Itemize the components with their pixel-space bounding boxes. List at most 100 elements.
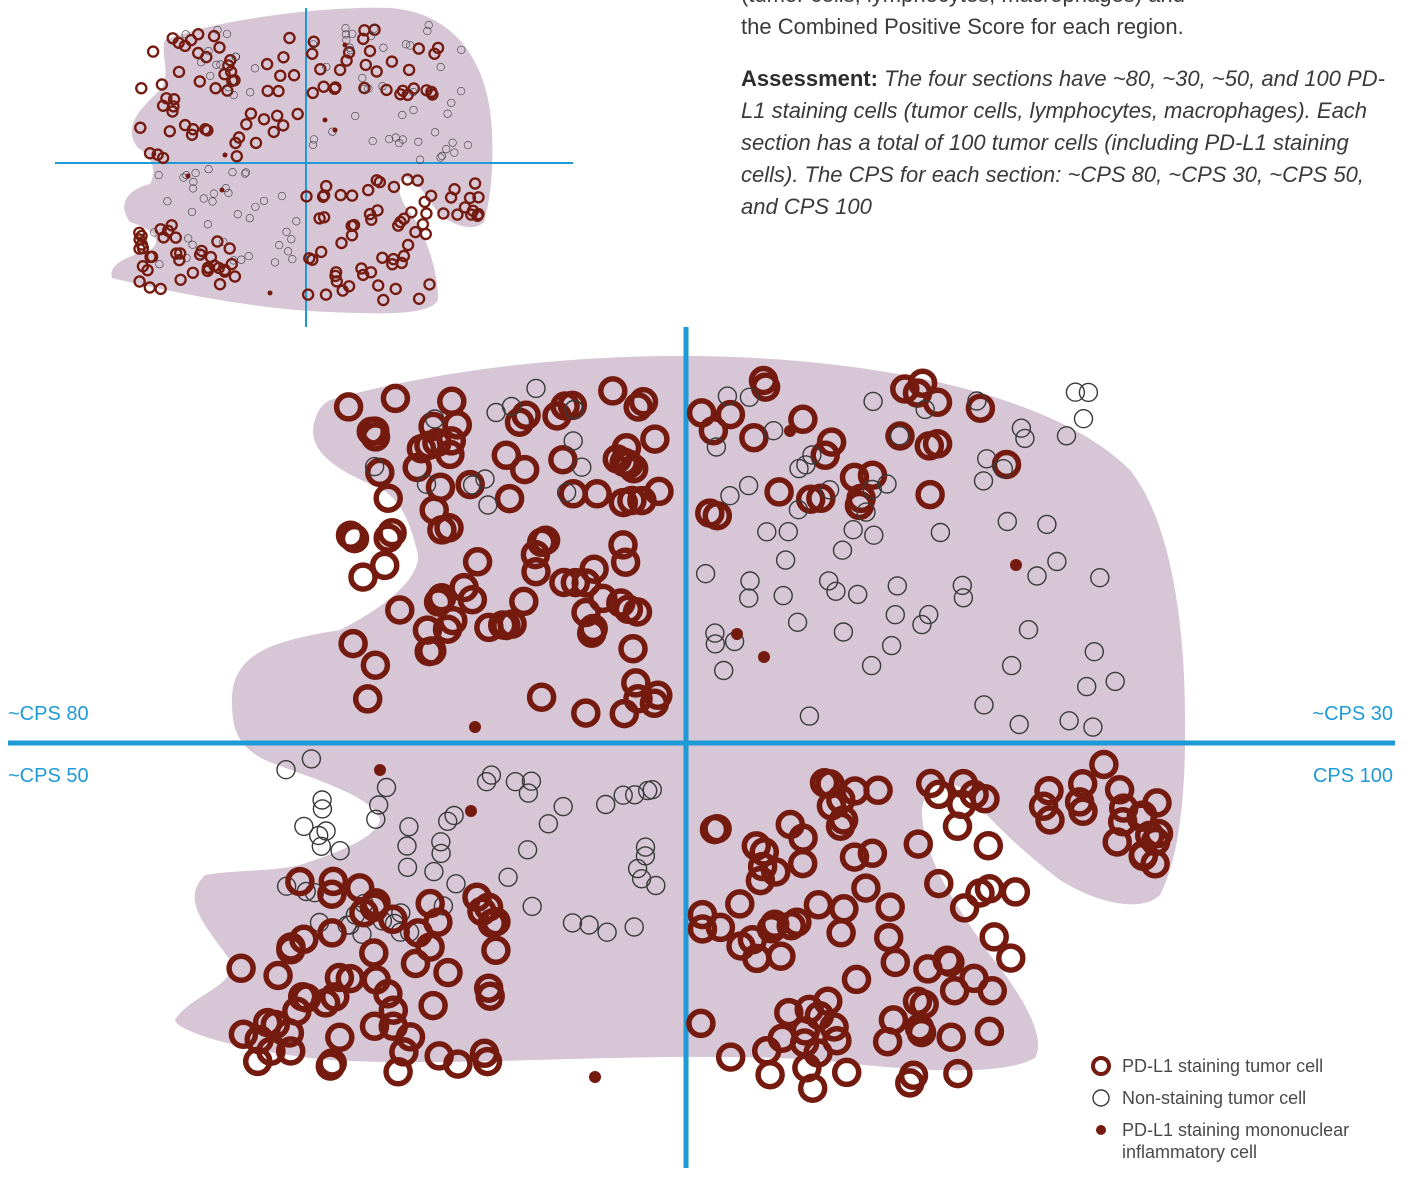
non-staining-tumor-cell <box>579 915 599 935</box>
staining-tumor-cell <box>451 208 464 221</box>
staining-tumor-cell <box>795 484 826 514</box>
staining-tumor-cell <box>623 392 653 422</box>
staining-tumor-cell <box>608 487 639 518</box>
staining-tumor-cell <box>383 1057 413 1087</box>
staining-tumor-cell <box>521 556 551 587</box>
staining-tumor-cell <box>192 28 205 41</box>
staining-tumor-cell <box>224 65 238 78</box>
non-staining-tumor-cell <box>572 457 592 477</box>
non-staining-tumor-cell <box>705 623 725 643</box>
non-staining-tumor-cell <box>431 128 440 137</box>
non-staining-tumor-cell <box>216 60 225 69</box>
non-staining-tumor-cell <box>819 571 839 591</box>
staining-tumor-cell <box>789 1028 820 1058</box>
non-staining-tumor-cell <box>553 796 573 817</box>
non-staining-tumor-cell <box>309 825 329 846</box>
staining-tumor-cell <box>192 46 205 60</box>
staining-tumor-cell <box>226 953 256 984</box>
staining-tumor-cell <box>185 128 199 141</box>
staining-tumor-cell <box>822 1025 852 1056</box>
staining-tumor-cell <box>221 84 234 97</box>
non-staining-tumor-cell <box>1011 418 1032 438</box>
non-staining-tumor-cell <box>1037 514 1057 535</box>
staining-tumor-cell <box>509 454 540 485</box>
staining-tumor-cell <box>306 47 319 60</box>
staining-tumor-cell <box>211 235 224 248</box>
non-staining-tumor-cell <box>889 426 910 446</box>
staining-tumor-cell <box>202 262 216 275</box>
inflammatory-cell <box>342 42 348 48</box>
staining-tumor-cell <box>397 212 411 225</box>
inflammatory-cell <box>731 628 743 640</box>
staining-tumor-cell <box>1127 800 1158 830</box>
non-staining-tumor-cell <box>437 151 447 161</box>
staining-tumor-cell <box>437 207 450 220</box>
staining-tumor-cell <box>885 421 915 451</box>
staining-tumor-cell <box>314 63 327 76</box>
staining-tumor-cell <box>695 498 725 528</box>
non-staining-tumor-cell <box>233 210 242 219</box>
staining-tumor-cell <box>608 530 638 560</box>
staining-tumor-cell <box>819 1012 849 1042</box>
non-staining-tumor-cell <box>526 378 546 399</box>
staining-tumor-cell <box>906 1017 937 1048</box>
staining-tumor-cell <box>333 392 364 422</box>
non-staining-tumor-cell <box>312 799 333 819</box>
staining-tumor-cell <box>373 483 403 513</box>
staining-tumor-cell <box>816 427 847 457</box>
staining-tumor-cell <box>787 848 818 879</box>
non-staining-tumor-cell <box>391 903 411 923</box>
staining-tumor-cell <box>151 148 164 161</box>
staining-tumor-cell <box>166 32 179 45</box>
non-staining-tumor-cell <box>706 437 727 457</box>
non-staining-tumor-cell <box>450 148 459 157</box>
thick-ring-icon <box>1091 1056 1111 1076</box>
non-staining-tumor-cell <box>1090 568 1110 588</box>
staining-tumor-cell <box>334 188 347 202</box>
staining-tumor-cell <box>614 449 644 479</box>
staining-tumor-cell <box>412 292 426 305</box>
non-staining-tumor-cell <box>462 475 483 495</box>
non-staining-tumor-cell <box>739 387 760 407</box>
staining-tumor-cell <box>276 932 306 962</box>
inflammatory-cell <box>374 764 386 776</box>
non-staining-tumor-cell <box>311 836 331 856</box>
non-staining-tumor-cell <box>826 581 846 601</box>
staining-tumor-cell <box>939 975 970 1006</box>
non-staining-tumor-cell <box>481 765 502 785</box>
staining-tumor-cell <box>621 668 651 698</box>
non-staining-tumor-cell <box>322 62 331 71</box>
non-staining-tumor-cell <box>409 105 418 115</box>
staining-tumor-cell <box>178 118 192 132</box>
non-staining-tumor-cell <box>378 82 387 91</box>
staining-tumor-cell <box>317 879 347 909</box>
staining-tumor-cell <box>610 547 641 577</box>
staining-tumor-cell <box>287 69 301 82</box>
non-staining-tumor-cell <box>155 260 164 269</box>
staining-tumor-cell <box>376 251 389 264</box>
staining-tumor-cell <box>160 92 173 105</box>
staining-tumor-cell <box>457 584 488 615</box>
staining-tumor-cell <box>225 257 238 271</box>
staining-tumor-cell <box>609 698 640 729</box>
staining-tumor-cell <box>996 943 1026 973</box>
staining-tumor-cell <box>378 995 409 1025</box>
non-staining-tumor-cell <box>292 217 301 226</box>
non-staining-tumor-cell <box>877 474 897 494</box>
staining-tumor-cell <box>526 682 557 712</box>
non-staining-tumor-cell <box>1027 566 1047 586</box>
non-staining-tumor-cell <box>208 197 217 206</box>
staining-tumor-cell <box>686 1008 716 1039</box>
staining-tumor-cell <box>317 211 331 224</box>
non-staining-tumor-cell <box>275 241 284 250</box>
staining-tumor-cell <box>1089 749 1119 780</box>
staining-tumor-cell <box>324 962 355 993</box>
staining-tumor-cell <box>1104 775 1135 805</box>
non-staining-tumor-cell <box>241 168 251 177</box>
staining-tumor-cell <box>213 41 226 54</box>
non-staining-tumor-cell <box>717 386 738 406</box>
non-staining-tumor-cell <box>360 84 369 93</box>
non-staining-tumor-cell <box>229 91 238 100</box>
non-staining-tumor-cell <box>206 71 215 80</box>
non-staining-tumor-cell <box>397 857 418 877</box>
